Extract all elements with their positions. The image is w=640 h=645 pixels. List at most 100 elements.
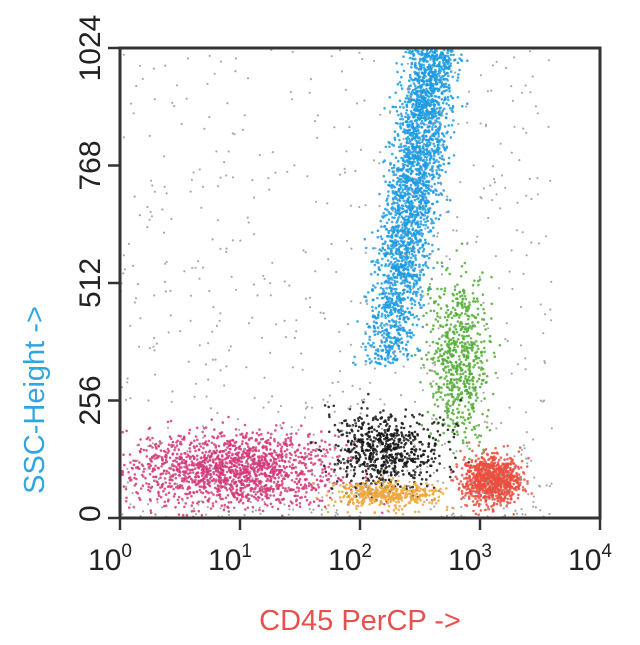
data-point [397, 304, 400, 308]
data-point [470, 490, 473, 494]
data-point [394, 213, 397, 217]
data-point [411, 126, 414, 129]
data-point [263, 502, 267, 506]
data-point [447, 156, 451, 160]
data-point [436, 89, 440, 93]
data-point [436, 145, 440, 149]
data-point [502, 499, 506, 503]
data-point [411, 323, 415, 326]
data-point [220, 434, 223, 438]
data-point [216, 435, 220, 438]
data-point [192, 491, 195, 494]
data-point [322, 448, 326, 451]
data-point [422, 250, 425, 253]
data-point [255, 461, 258, 465]
data-point [398, 138, 401, 142]
data-point [258, 473, 261, 477]
data-point [372, 325, 376, 328]
data-point [198, 485, 202, 488]
data-point [449, 106, 452, 110]
data-point [424, 192, 427, 196]
data-point [420, 176, 424, 180]
data-point [420, 105, 424, 108]
data-point [320, 430, 323, 433]
data-point [416, 243, 419, 246]
data-point [430, 154, 433, 158]
data-point [194, 475, 198, 479]
data-point [450, 123, 454, 127]
data-point [452, 131, 456, 134]
data-point [373, 270, 377, 274]
data-point [442, 140, 446, 143]
data-point [409, 179, 412, 182]
data-point [305, 486, 308, 490]
data-point [195, 463, 199, 467]
data-point [226, 439, 229, 443]
data-point [416, 290, 419, 294]
data-point [239, 486, 242, 490]
data-point [404, 261, 407, 265]
data-point [182, 470, 185, 474]
data-point [202, 427, 206, 430]
data-point [315, 478, 319, 482]
data-point [384, 145, 388, 149]
data-point [277, 476, 281, 479]
data-point [241, 440, 244, 443]
data-point [446, 85, 449, 89]
data-point [396, 133, 400, 136]
data-point [280, 474, 283, 477]
data-point [220, 504, 223, 508]
data-point [466, 491, 470, 495]
data-point [422, 303, 426, 307]
data-point [431, 108, 434, 111]
data-point [387, 351, 391, 355]
data-point [420, 83, 424, 87]
data-point [438, 156, 442, 160]
data-point [407, 219, 410, 222]
data-point [195, 490, 199, 494]
data-point [399, 311, 403, 314]
data-point [234, 440, 238, 444]
data-point [396, 325, 400, 328]
data-point [378, 293, 382, 296]
data-point [269, 436, 273, 440]
data-point [299, 451, 303, 455]
data-point [183, 452, 186, 455]
data-point [408, 176, 412, 179]
data-point [377, 362, 381, 365]
data-point [398, 338, 401, 342]
data-point [427, 63, 431, 67]
data-point [400, 149, 403, 152]
data-point [182, 478, 186, 481]
data-point [156, 498, 159, 501]
data-point [419, 220, 423, 223]
data-point [506, 457, 509, 461]
data-point [508, 468, 512, 472]
data-point [409, 290, 412, 294]
data-point [447, 83, 451, 87]
data-point [413, 219, 416, 222]
data-point [290, 442, 293, 445]
data-point [272, 480, 276, 484]
data-point [156, 454, 159, 458]
data-point [499, 456, 503, 459]
data-point [125, 496, 128, 500]
data-point [500, 498, 503, 501]
data-point [190, 478, 194, 482]
data-point [502, 485, 506, 488]
data-point [442, 68, 445, 72]
data-point [403, 187, 407, 191]
data-point [481, 483, 485, 487]
data-point [304, 462, 308, 466]
data-point [457, 73, 460, 76]
data-point [386, 274, 389, 278]
data-point [416, 239, 419, 243]
data-point [164, 481, 167, 484]
data-point [520, 459, 524, 463]
data-point [286, 490, 289, 493]
data-point [224, 477, 227, 480]
data-point [196, 454, 199, 458]
data-point [420, 152, 423, 156]
data-point [442, 85, 446, 89]
data-point [432, 82, 435, 86]
